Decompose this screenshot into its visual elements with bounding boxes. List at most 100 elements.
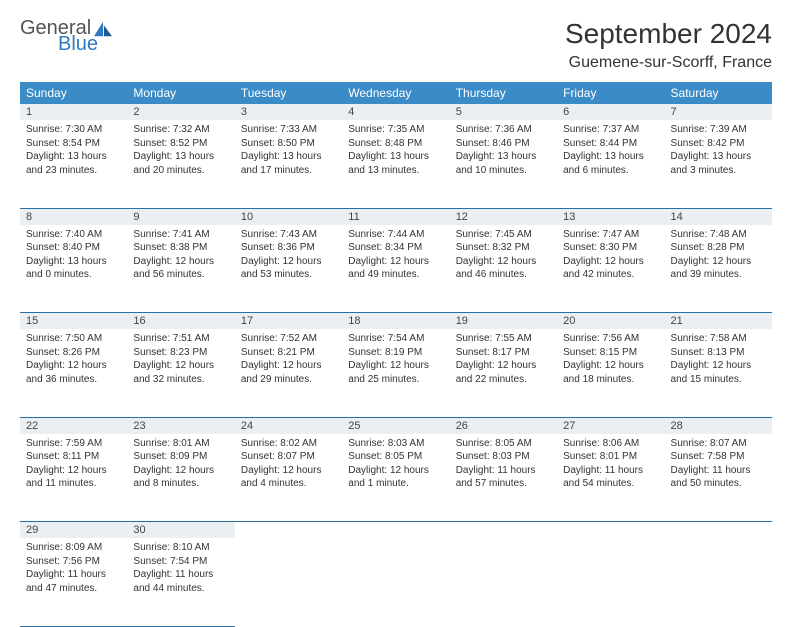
header: General Blue September 2024 Guemene-sur-…	[20, 18, 772, 72]
day-number: 19	[450, 313, 557, 330]
day-number: 18	[342, 313, 449, 330]
day-cell: Sunrise: 7:52 AMSunset: 8:21 PMDaylight:…	[235, 329, 342, 417]
sunset-text: Sunset: 8:15 PM	[563, 346, 658, 360]
day-cell: Sunrise: 8:09 AMSunset: 7:56 PMDaylight:…	[20, 538, 127, 626]
day-number	[235, 522, 342, 539]
sunset-text: Sunset: 8:01 PM	[563, 450, 658, 464]
day-number: 16	[127, 313, 234, 330]
sunset-text: Sunset: 8:42 PM	[671, 137, 766, 151]
weekday-header: Monday	[127, 82, 234, 104]
day-cell: Sunrise: 8:05 AMSunset: 8:03 PMDaylight:…	[450, 434, 557, 522]
sunset-text: Sunset: 8:11 PM	[26, 450, 121, 464]
week-row: Sunrise: 8:09 AMSunset: 7:56 PMDaylight:…	[20, 538, 772, 626]
daylight-text: Daylight: 13 hours and 13 minutes.	[348, 150, 443, 177]
day-number: 22	[20, 417, 127, 434]
sunset-text: Sunset: 8:44 PM	[563, 137, 658, 151]
sunset-text: Sunset: 8:30 PM	[563, 241, 658, 255]
daylight-text: Daylight: 12 hours and 25 minutes.	[348, 359, 443, 386]
sunrise-text: Sunrise: 7:32 AM	[133, 123, 228, 137]
day-cell: Sunrise: 7:36 AMSunset: 8:46 PMDaylight:…	[450, 120, 557, 208]
daylight-text: Daylight: 12 hours and 29 minutes.	[241, 359, 336, 386]
day-cell: Sunrise: 7:35 AMSunset: 8:48 PMDaylight:…	[342, 120, 449, 208]
sunset-text: Sunset: 8:46 PM	[456, 137, 551, 151]
day-cell: Sunrise: 7:58 AMSunset: 8:13 PMDaylight:…	[665, 329, 772, 417]
day-number: 25	[342, 417, 449, 434]
day-number: 10	[235, 208, 342, 225]
day-cell: Sunrise: 7:44 AMSunset: 8:34 PMDaylight:…	[342, 225, 449, 313]
day-cell: Sunrise: 7:59 AMSunset: 8:11 PMDaylight:…	[20, 434, 127, 522]
sunrise-text: Sunrise: 7:36 AM	[456, 123, 551, 137]
day-number: 28	[665, 417, 772, 434]
sunrise-text: Sunrise: 7:45 AM	[456, 228, 551, 242]
sunrise-text: Sunrise: 7:47 AM	[563, 228, 658, 242]
daylight-text: Daylight: 12 hours and 39 minutes.	[671, 255, 766, 282]
day-number: 23	[127, 417, 234, 434]
day-cell: Sunrise: 7:30 AMSunset: 8:54 PMDaylight:…	[20, 120, 127, 208]
sunrise-text: Sunrise: 8:03 AM	[348, 437, 443, 451]
sunset-text: Sunset: 8:05 PM	[348, 450, 443, 464]
day-number: 8	[20, 208, 127, 225]
day-cell	[450, 538, 557, 626]
daylight-text: Daylight: 12 hours and 8 minutes.	[133, 464, 228, 491]
daynum-row: 1234567	[20, 104, 772, 120]
sunrise-text: Sunrise: 7:30 AM	[26, 123, 121, 137]
day-cell	[342, 538, 449, 626]
sunrise-text: Sunrise: 8:07 AM	[671, 437, 766, 451]
day-number	[665, 522, 772, 539]
day-number: 3	[235, 104, 342, 120]
daylight-text: Daylight: 13 hours and 6 minutes.	[563, 150, 658, 177]
day-number: 6	[557, 104, 664, 120]
day-number: 13	[557, 208, 664, 225]
day-cell	[665, 538, 772, 626]
day-number: 12	[450, 208, 557, 225]
sunset-text: Sunset: 7:56 PM	[26, 555, 121, 569]
daylight-text: Daylight: 12 hours and 36 minutes.	[26, 359, 121, 386]
day-number: 2	[127, 104, 234, 120]
day-cell	[557, 538, 664, 626]
sunrise-text: Sunrise: 8:02 AM	[241, 437, 336, 451]
day-number: 21	[665, 313, 772, 330]
day-number: 14	[665, 208, 772, 225]
week-row: Sunrise: 7:30 AMSunset: 8:54 PM Daylight:…	[20, 120, 772, 208]
daylight-text: Daylight: 11 hours and 50 minutes.	[671, 464, 766, 491]
page-title: September 2024	[565, 18, 772, 50]
weekday-header: Saturday	[665, 82, 772, 104]
sunset-text: Sunset: 7:54 PM	[133, 555, 228, 569]
day-cell: Sunrise: 7:41 AMSunset: 8:38 PMDaylight:…	[127, 225, 234, 313]
daylight-text: Daylight: 12 hours and 49 minutes.	[348, 255, 443, 282]
day-number: 15	[20, 313, 127, 330]
sunrise-text: Sunrise: 7:37 AM	[563, 123, 658, 137]
sunset-text: Sunset: 8:03 PM	[456, 450, 551, 464]
daylight-text: Daylight: 13 hours and 3 minutes.	[671, 150, 766, 177]
day-cell: Sunrise: 7:32 AMSunset: 8:52 PMDaylight:…	[127, 120, 234, 208]
sunrise-text: Sunrise: 7:56 AM	[563, 332, 658, 346]
day-number: 29	[20, 522, 127, 539]
sunrise-text: Sunrise: 8:09 AM	[26, 541, 121, 555]
sunset-text: Sunset: 8:17 PM	[456, 346, 551, 360]
week-row: Sunrise: 7:40 AMSunset: 8:40 PMDaylight:…	[20, 225, 772, 313]
day-cell: Sunrise: 7:45 AMSunset: 8:32 PMDaylight:…	[450, 225, 557, 313]
weekday-header: Tuesday	[235, 82, 342, 104]
sunrise-text: Sunrise: 7:43 AM	[241, 228, 336, 242]
sunset-text: Sunset: 8:23 PM	[133, 346, 228, 360]
sunrise-text: Sunrise: 7:39 AM	[671, 123, 766, 137]
day-cell: Sunrise: 7:40 AMSunset: 8:40 PMDaylight:…	[20, 225, 127, 313]
day-cell: Sunrise: 7:39 AMSunset: 8:42 PMDaylight:…	[665, 120, 772, 208]
daylight-text: Daylight: 13 hours and 17 minutes.	[241, 150, 336, 177]
day-number: 27	[557, 417, 664, 434]
sunset-text: Sunset: 8:40 PM	[26, 241, 121, 255]
daylight-text: Daylight: 12 hours and 32 minutes.	[133, 359, 228, 386]
sunrise-text: Sunrise: 7:48 AM	[671, 228, 766, 242]
weekday-header-row: Sunday Monday Tuesday Wednesday Thursday…	[20, 82, 772, 104]
day-number: 17	[235, 313, 342, 330]
weekday-header: Thursday	[450, 82, 557, 104]
daynum-row: 2930	[20, 522, 772, 539]
weekday-header: Friday	[557, 82, 664, 104]
daylight-text: Daylight: 13 hours and 10 minutes.	[456, 150, 551, 177]
sunset-text: Sunset: 8:13 PM	[671, 346, 766, 360]
daynum-row: 891011121314	[20, 208, 772, 225]
sunset-text: Sunset: 8:54 PM	[26, 137, 121, 151]
sunrise-text: Sunrise: 7:33 AM	[241, 123, 336, 137]
sunrise-text: Sunrise: 7:41 AM	[133, 228, 228, 242]
day-number: 9	[127, 208, 234, 225]
